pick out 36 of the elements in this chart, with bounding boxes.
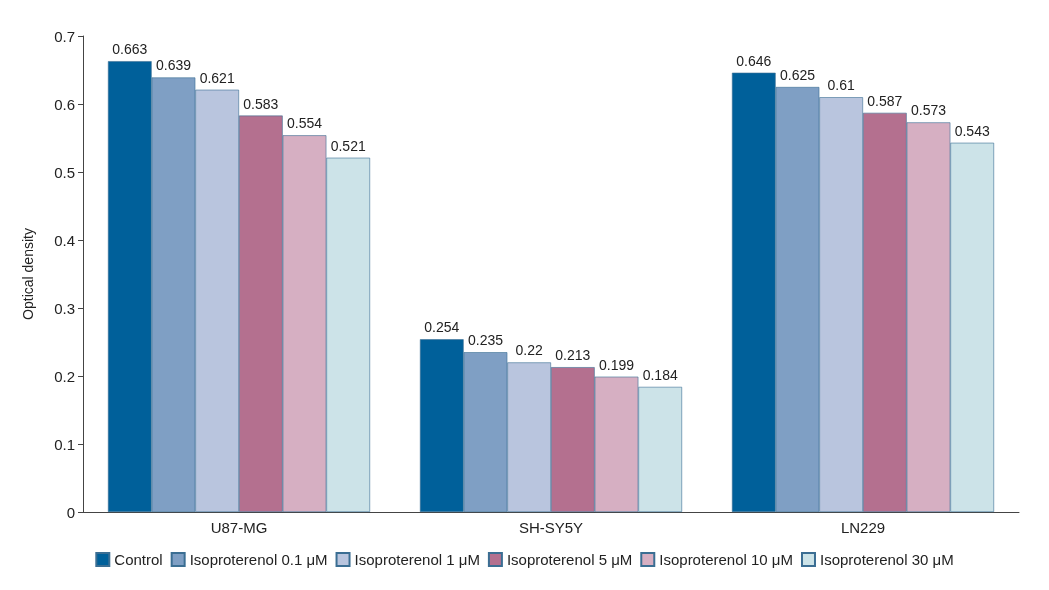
y-tick-label: 0.7 — [54, 27, 75, 45]
data-label: 0.61 — [827, 77, 855, 94]
y-tick-label: 0 — [66, 503, 75, 521]
data-label: 0.254 — [424, 319, 460, 336]
data-label: 0.22 — [515, 342, 543, 359]
x-tick-label: SH-SY5Y — [518, 519, 584, 536]
data-label: 0.184 — [642, 366, 678, 383]
legend-label: Isoproterenol 30 μM — [819, 551, 954, 568]
y-tick-label: 0.3 — [54, 299, 75, 317]
data-label: 0.521 — [330, 137, 366, 154]
data-label: 0.587 — [867, 92, 903, 109]
y-tick-label: 0.6 — [54, 95, 75, 113]
data-label: 0.646 — [736, 52, 772, 69]
data-label: 0.554 — [287, 115, 323, 132]
data-label: 0.639 — [155, 57, 192, 74]
data-label: 0.621 — [199, 69, 235, 86]
y-axis-title: Optical density — [20, 228, 36, 320]
data-label: 0.199 — [599, 356, 635, 373]
y-tick-label: 0.2 — [54, 367, 75, 385]
data-label: 0.235 — [467, 332, 504, 349]
x-tick-label: LN229 — [840, 519, 886, 536]
data-label: 0.625 — [779, 67, 816, 83]
data-label: 0.573 — [911, 102, 947, 119]
data-label: 0.543 — [954, 122, 990, 139]
legend-label: Isoproterenol 0.1 μM — [189, 551, 328, 568]
y-tick-label: 0.4 — [54, 231, 75, 249]
data-label: 0.213 — [555, 347, 591, 364]
y-tick-label: 0.1 — [54, 435, 75, 453]
legend-label: Isoproterenol 5 μM — [506, 551, 633, 568]
legend-label: Isoproterenol 10 μM — [659, 551, 793, 568]
legend-label: Isoproterenol 1 μM — [354, 551, 480, 568]
data-label: 0.583 — [243, 95, 279, 112]
y-tick-label: 0.5 — [54, 163, 75, 181]
legend-label: Control — [114, 551, 163, 568]
data-label: 0.663 — [112, 41, 148, 58]
x-tick-label: U87-MG — [210, 519, 268, 536]
